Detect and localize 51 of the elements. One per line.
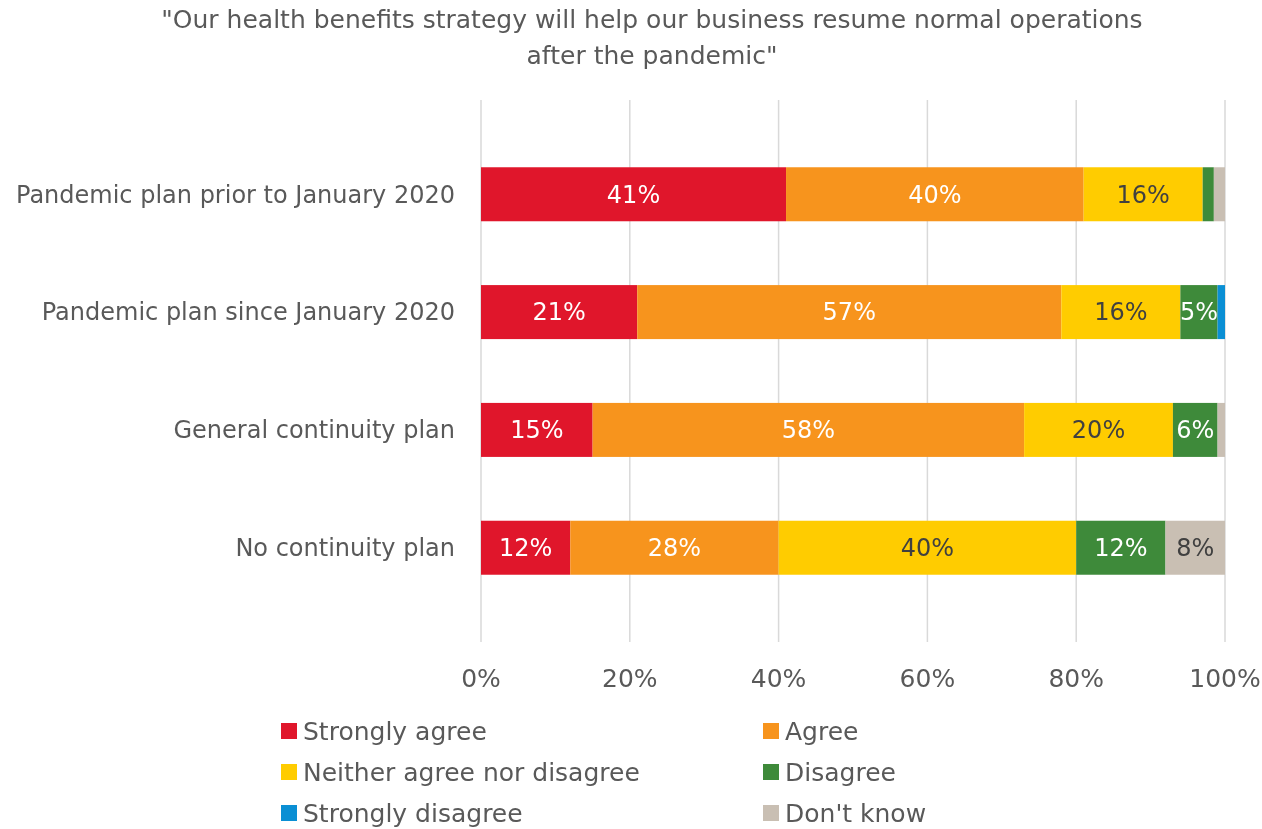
bar [637,285,1062,340]
chart-title: "Our health benefits strategy will help our business resume normal operations after the pandemic" [161,5,1143,70]
bar [1083,167,1203,222]
data-label: 16% [1116,180,1170,209]
data-label: 6% [1176,416,1215,445]
bar [1213,167,1225,222]
x-tick-label: 20% [602,663,658,693]
x-tick-label: 60% [899,663,956,693]
legend-label: Don't know [785,798,927,828]
y-tick-label: No continuity plan [235,534,455,563]
x-tick-label: 40% [750,663,807,693]
bar [778,520,1077,575]
legend-label: Disagree [785,757,896,787]
bar [1024,402,1173,457]
data-label: 28% [647,534,702,563]
data-label: 12% [498,534,553,563]
x-tick-label: 0% [461,663,501,693]
bar [481,402,593,457]
bar [1061,285,1181,340]
x-tick-label: 100% [1189,663,1261,693]
y-tick-label: Pandemic plan prior to January 2020 [16,180,455,209]
bar [1165,520,1225,575]
bar [570,520,779,575]
bar [1217,402,1225,457]
legend-label: Agree [785,716,859,746]
bar [1202,167,1214,222]
bar [481,520,571,575]
legend-label: Strongly disagree [303,798,523,828]
x-tick-label: 80% [1048,663,1104,693]
data-label: 58% [781,416,836,445]
bar [592,402,1025,457]
data-label: 40% [908,180,962,209]
data-label: 40% [900,534,955,563]
data-label: 16% [1094,298,1148,327]
y-tick-label: General continuity plan [173,416,455,445]
data-label: 41% [606,180,661,209]
data-label: 20% [1071,416,1126,445]
data-label: 15% [510,416,564,445]
legend-label: Neither agree nor disagree [303,757,640,787]
data-label: 12% [1094,534,1148,563]
bar [481,167,787,222]
y-tick-label: Pandemic plan since January 2020 [41,298,455,327]
data-label: 21% [532,298,586,327]
data-label: 8% [1176,534,1215,563]
legend-label: Strongly agree [303,716,487,746]
data-label: 57% [822,298,876,327]
data-label: 5% [1179,298,1218,327]
bar [1076,520,1166,575]
bar [786,167,1084,222]
bar [1217,285,1225,340]
bar [481,285,638,340]
